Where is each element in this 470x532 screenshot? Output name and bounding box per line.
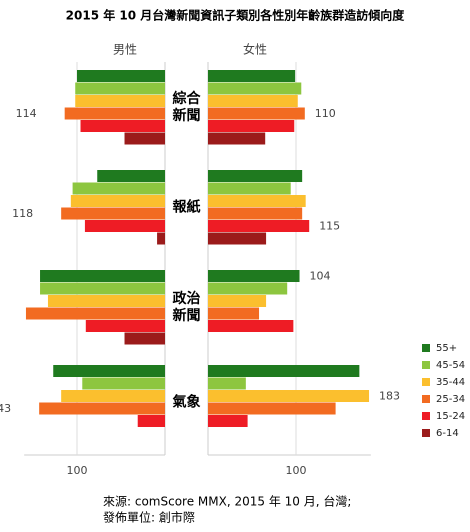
bar <box>124 332 165 345</box>
bar <box>75 82 165 95</box>
source: 發佈單位: 創市際 <box>103 510 195 525</box>
bar <box>208 282 288 295</box>
category-label: 報紙 <box>173 199 201 216</box>
bar <box>208 390 370 402</box>
legend-label: 45-54 <box>436 360 465 371</box>
bar <box>208 415 248 427</box>
bar <box>208 402 336 415</box>
bar <box>208 95 298 107</box>
legend-swatch <box>422 429 430 437</box>
bar <box>208 132 266 145</box>
bar <box>70 195 165 207</box>
bar <box>47 295 165 307</box>
bar <box>84 220 165 232</box>
category-label: 綜合新聞 <box>173 90 202 124</box>
legend-swatch <box>422 361 430 369</box>
bar <box>208 220 310 232</box>
x-tick-label: 100 <box>286 464 307 477</box>
category-label: 政治新聞 <box>173 290 201 324</box>
side-label: 男性 <box>113 43 137 57</box>
bar <box>40 282 165 295</box>
bar <box>64 107 165 120</box>
legend-swatch <box>422 378 430 386</box>
data-label: 104 <box>310 269 331 282</box>
bar <box>53 365 165 377</box>
category-label: 氣象 <box>173 394 201 411</box>
data-label: 183 <box>379 389 400 402</box>
data-label: 115 <box>319 219 340 232</box>
bar <box>208 377 246 390</box>
bar <box>61 207 165 220</box>
bar <box>40 270 165 282</box>
bar <box>97 170 165 182</box>
bar <box>208 207 303 220</box>
bar <box>72 182 165 195</box>
bar <box>208 120 295 132</box>
side-label: 女性 <box>243 42 267 57</box>
bar <box>39 402 165 415</box>
chart-title: 2015 年 10 月台灣新聞資訊子類別各性別年齡族群造訪傾向度 <box>66 8 406 23</box>
legend-swatch <box>422 412 430 420</box>
bar <box>25 307 166 320</box>
bar <box>208 82 302 95</box>
bar <box>208 182 291 195</box>
data-label: 143 <box>0 402 11 415</box>
bar <box>208 195 306 207</box>
bar <box>208 70 296 82</box>
data-label: 110 <box>315 107 336 120</box>
bar <box>61 390 165 402</box>
legend-label: 25-34 <box>436 394 465 405</box>
bar <box>208 107 305 120</box>
bar <box>208 295 267 307</box>
bar <box>157 232 165 245</box>
bar <box>137 415 165 427</box>
legend-label: 55+ <box>436 343 457 354</box>
legend-label: 35-44 <box>436 377 465 388</box>
bar <box>82 377 165 390</box>
bar <box>75 95 165 107</box>
legend-label: 15-24 <box>436 411 465 422</box>
bar <box>208 320 294 332</box>
data-label: 114 <box>16 107 37 120</box>
bar <box>208 170 303 182</box>
legend-swatch <box>422 344 430 352</box>
legend-swatch <box>422 395 430 403</box>
bar <box>208 232 267 245</box>
data-label: 118 <box>12 207 33 220</box>
bar <box>208 365 360 377</box>
x-tick-label: 100 <box>67 464 88 477</box>
bar <box>208 307 260 320</box>
source: 來源: comScore MMX, 2015 年 10 月, 台灣; <box>103 494 351 509</box>
bar <box>208 270 300 282</box>
legend-label: 6-14 <box>436 428 459 439</box>
bar <box>85 320 165 332</box>
bar <box>124 132 165 145</box>
bar <box>80 120 165 132</box>
bar <box>77 70 165 82</box>
